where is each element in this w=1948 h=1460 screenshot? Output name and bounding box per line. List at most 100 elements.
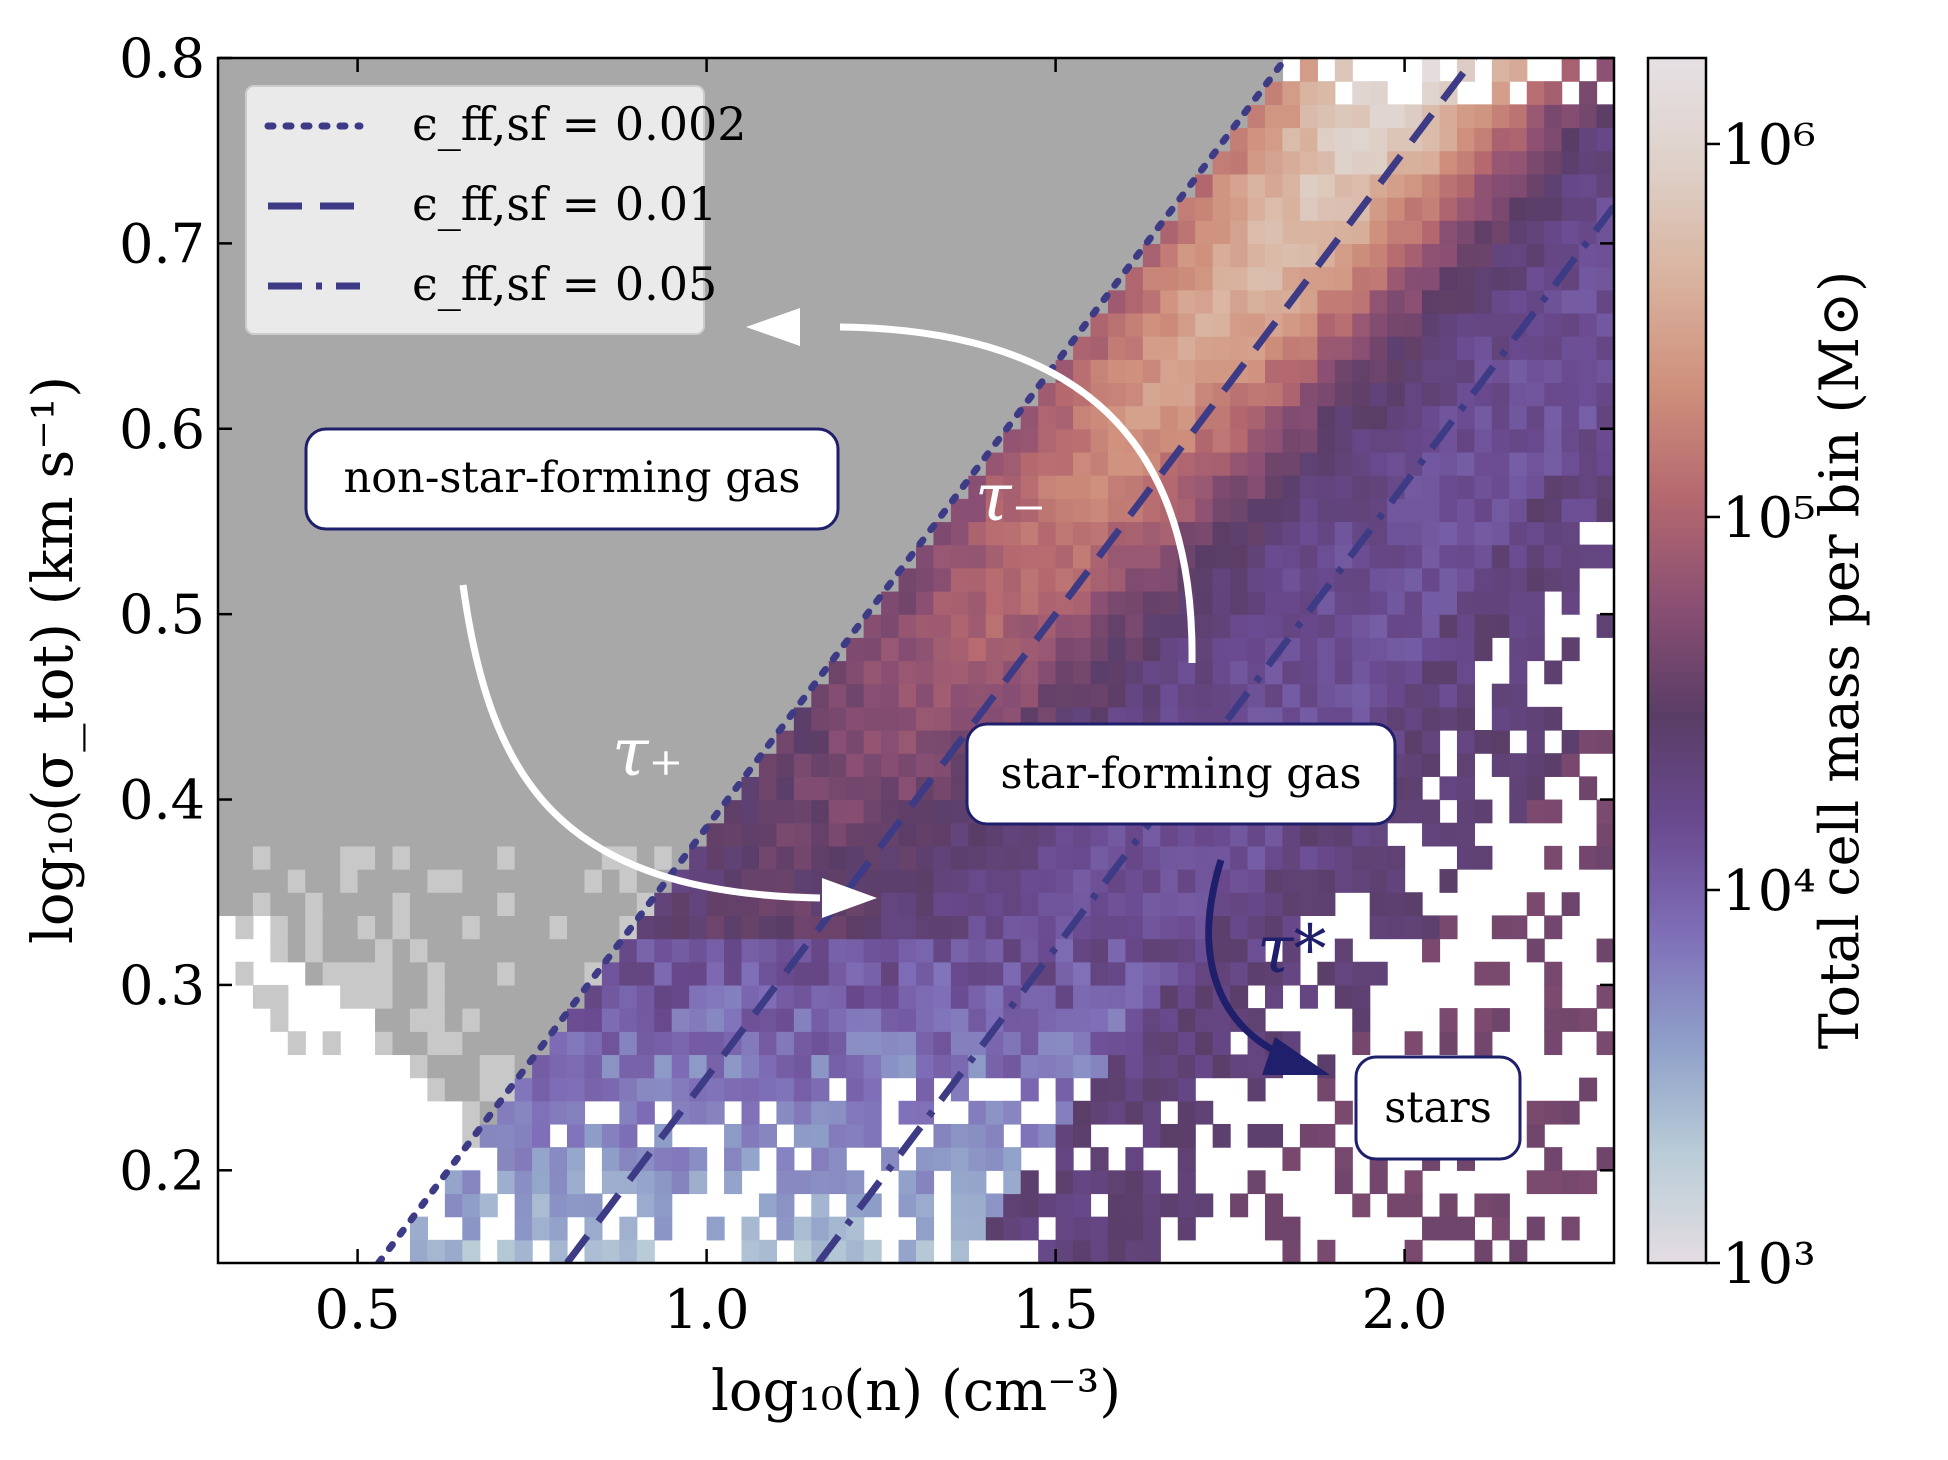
heatmap-cell	[1020, 1031, 1039, 1056]
heatmap-cell	[1038, 266, 1057, 291]
heatmap-cell	[1317, 475, 1336, 499]
heatmap-cell	[776, 243, 795, 268]
heatmap-cell	[985, 150, 1004, 175]
heatmap-cell	[218, 150, 237, 175]
heatmap-cell	[1265, 961, 1284, 986]
heatmap-cell	[793, 1170, 812, 1195]
heatmap-cell	[1491, 127, 1510, 152]
heatmap-cell	[636, 336, 655, 360]
heatmap-cell	[1422, 938, 1441, 963]
heatmap-cell	[392, 776, 411, 801]
heatmap-cell	[671, 892, 690, 917]
heatmap-cell	[1544, 475, 1563, 499]
heatmap-cell	[1422, 706, 1441, 731]
heatmap-cell	[1212, 683, 1231, 708]
heatmap-cell	[1561, 730, 1580, 754]
heatmap-cell	[584, 590, 603, 615]
heatmap-cell	[1038, 104, 1057, 129]
heatmap-cell	[549, 567, 568, 592]
heatmap-cell	[252, 544, 271, 569]
heatmap-cell	[1387, 220, 1406, 244]
heatmap-cell	[462, 706, 481, 731]
heatmap-cell	[287, 892, 306, 917]
heatmap-cell	[1055, 104, 1074, 129]
heatmap-cell	[1038, 127, 1057, 152]
heatmap-cell	[1090, 1170, 1109, 1195]
heatmap-cell	[1387, 915, 1406, 940]
heatmap-cell	[950, 266, 969, 291]
heatmap-cell	[828, 544, 847, 569]
heatmap-cell	[776, 173, 795, 198]
heatmap-cell	[532, 1147, 551, 1171]
heatmap-cell	[340, 938, 359, 963]
heatmap-cell	[270, 336, 289, 360]
heatmap-cell	[1073, 359, 1092, 384]
heatmap-cell	[497, 1170, 516, 1195]
heatmap-cell	[793, 730, 812, 754]
heatmap-cell	[1317, 822, 1336, 847]
heatmap-cell	[1579, 81, 1598, 105]
heatmap-cell	[828, 1008, 847, 1032]
heatmap-cell	[1282, 428, 1301, 453]
heatmap-cell	[1422, 58, 1441, 82]
heatmap-cell	[340, 405, 359, 430]
heatmap-cell	[1544, 544, 1563, 569]
heatmap-cell	[1090, 984, 1109, 1009]
heatmap-cell	[968, 220, 987, 244]
heatmap-cell	[235, 614, 254, 638]
heatmap-cell	[916, 614, 935, 638]
heatmap-cell	[1073, 127, 1092, 152]
heatmap-cell	[1230, 892, 1249, 917]
heatmap-cell	[1055, 683, 1074, 708]
heatmap-cell	[758, 869, 777, 893]
heatmap-cell	[1334, 521, 1353, 546]
heatmap-cell	[1491, 451, 1510, 476]
heatmap-cell	[1142, 637, 1161, 662]
heatmap-cell	[1491, 382, 1510, 407]
heatmap-cell	[1387, 521, 1406, 546]
heatmap-cell	[724, 173, 743, 198]
heatmap-cell	[898, 475, 917, 499]
heatmap-cell	[1003, 81, 1022, 105]
heatmap-cell	[549, 614, 568, 638]
heatmap-cell	[1439, 776, 1458, 801]
heatmap-cell	[793, 1239, 812, 1263]
heatmap-cell	[1177, 1123, 1196, 1148]
heatmap-cell	[1038, 1239, 1057, 1263]
heatmap-cell	[567, 1077, 586, 1102]
heatmap-cell	[252, 405, 271, 430]
heatmap-cell	[549, 1147, 568, 1171]
heatmap-cell	[1003, 104, 1022, 129]
heatmap-cell	[898, 81, 917, 105]
heatmap-cell	[218, 336, 237, 360]
heatmap-cell	[287, 799, 306, 824]
heatmap-cell	[1003, 289, 1022, 314]
heatmap-cell	[1073, 336, 1092, 360]
heatmap-cell	[1230, 984, 1249, 1009]
heatmap-cell	[1282, 544, 1301, 569]
heatmap-cell	[1212, 544, 1231, 569]
heatmap-cell	[671, 567, 690, 592]
heatmap-cell	[1055, 1077, 1074, 1102]
heatmap-cell	[1352, 220, 1371, 244]
heatmap-cell	[758, 1239, 777, 1263]
heatmap-cell	[514, 1193, 533, 1218]
heatmap-cell	[532, 614, 551, 638]
heatmap-cell	[1456, 706, 1475, 731]
heatmap-cell	[846, 289, 865, 314]
heatmap-cell	[1561, 336, 1580, 360]
heatmap-cell	[1125, 289, 1144, 314]
heatmap-cell	[514, 336, 533, 360]
heatmap-cell	[479, 405, 498, 430]
heatmap-cell	[1212, 336, 1231, 360]
heatmap-cell	[1142, 243, 1161, 268]
heatmap-cell	[1282, 127, 1301, 152]
heatmap-cell	[218, 799, 237, 824]
heatmap-cell	[1474, 243, 1493, 268]
heatmap-cell	[514, 1031, 533, 1056]
heatmap-cell	[1387, 336, 1406, 360]
heatmap-cell	[340, 706, 359, 731]
heatmap-cell	[916, 567, 935, 592]
heatmap-cell	[863, 637, 882, 662]
heatmap-cell	[881, 753, 900, 777]
